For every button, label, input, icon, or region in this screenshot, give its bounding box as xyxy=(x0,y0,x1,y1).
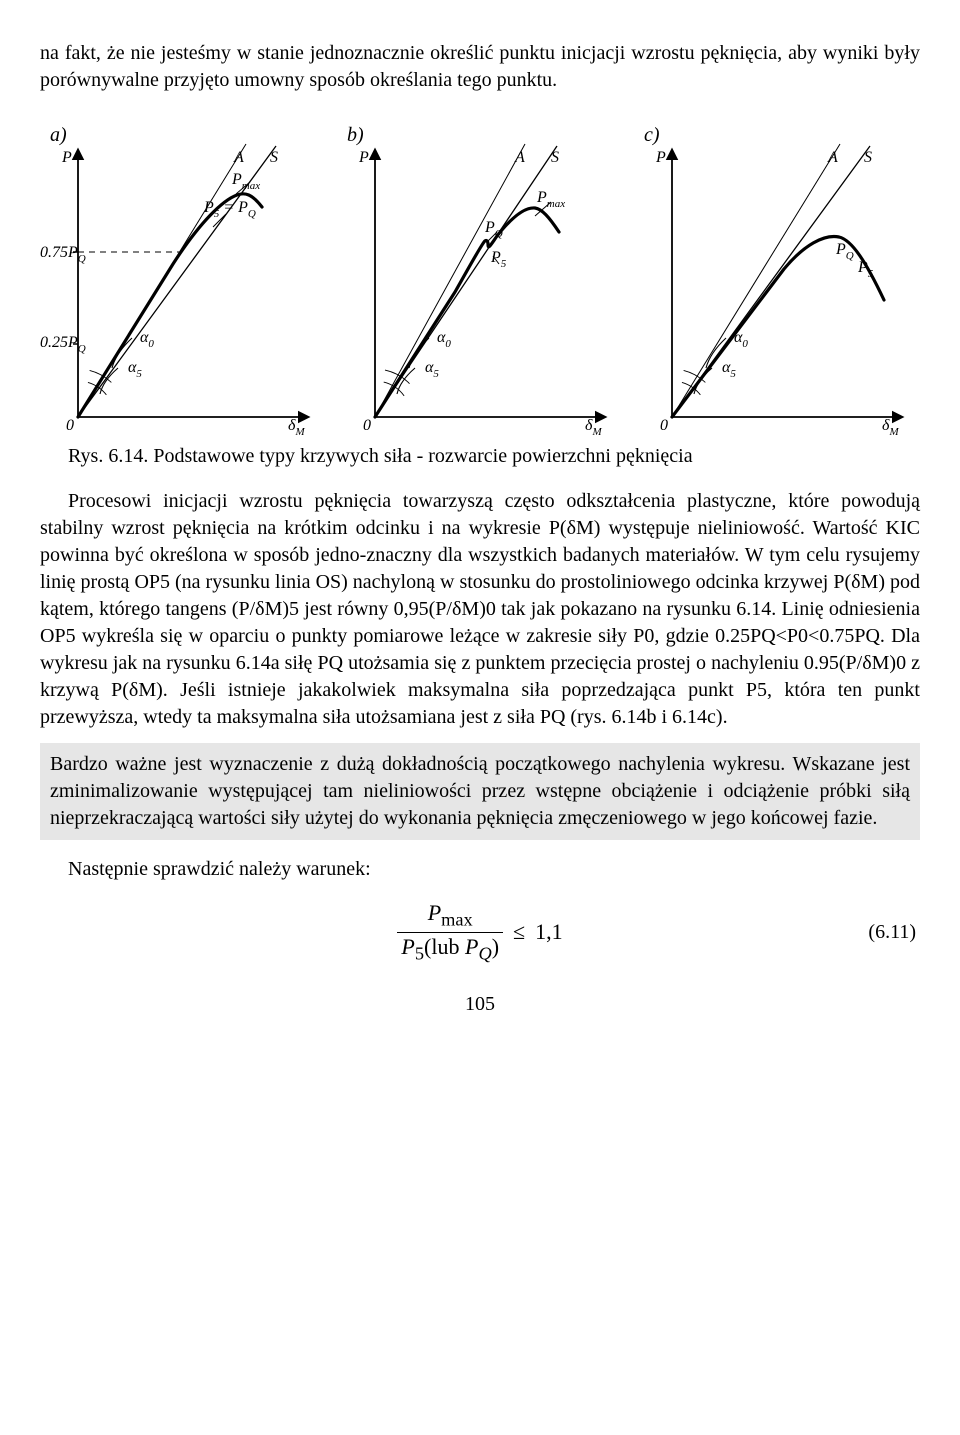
svg-text:S: S xyxy=(270,149,278,166)
svg-text:A: A xyxy=(233,149,244,166)
svg-text:0.75PQ: 0.75PQ xyxy=(40,244,86,265)
svg-text:P: P xyxy=(358,149,369,166)
intro-paragraph: na fakt, że nie jesteśmy w stanie jednoz… xyxy=(40,40,920,94)
equation-denominator: P5(lub PQ) xyxy=(397,932,503,964)
panel-c-svg: PASPQP5α0α50δM xyxy=(634,122,920,437)
svg-text:S: S xyxy=(551,149,559,166)
svg-text:δM: δM xyxy=(288,417,305,437)
figure-6-14: a) P A S Pmax P5 = PQ α0 α5 0 δM 0.75PQ 0.25PQ b) … xyxy=(40,122,920,470)
svg-text:α5: α5 xyxy=(425,359,439,380)
panel-label-a: a) xyxy=(50,122,67,149)
panel-label-b: b) xyxy=(347,122,364,149)
svg-text:P: P xyxy=(655,149,666,166)
svg-text:A: A xyxy=(514,149,525,166)
equation-6-11: Pmax P5(lub PQ) ≤ 1,1 (6.11) xyxy=(40,901,920,963)
equation-body: Pmax P5(lub PQ) ≤ 1,1 xyxy=(397,901,562,963)
svg-text:P: P xyxy=(61,149,72,166)
svg-text:S: S xyxy=(864,149,872,166)
svg-text:0: 0 xyxy=(660,417,668,434)
svg-text:α0: α0 xyxy=(437,329,451,350)
svg-text:PQ: PQ xyxy=(484,219,503,240)
svg-text:P5: P5 xyxy=(857,259,874,280)
figure-caption: Rys. 6.14. Podstawowe typy krzywych siła… xyxy=(40,443,920,470)
svg-text:Pmax: Pmax xyxy=(536,189,565,210)
equation-number: (6.11) xyxy=(868,919,916,946)
equation-rhs: 1,1 xyxy=(535,917,563,947)
equation-numerator: Pmax xyxy=(424,901,477,932)
body-paragraph-1: Procesowi inicjacji wzrostu pęknięcia to… xyxy=(40,488,920,731)
svg-text:0: 0 xyxy=(66,417,74,434)
svg-text:α5: α5 xyxy=(722,359,736,380)
svg-text:A: A xyxy=(827,149,838,166)
figure-panel-b: b) P A S Pmax PQ P5 α0 α5 0 δM xyxy=(337,122,623,437)
svg-text:α0: α0 xyxy=(140,329,154,350)
pre-equation-text: Następnie sprawdzić należy warunek: xyxy=(40,856,920,883)
figure-panel-a: a) PASPmaxP5 = PQα0α50δM0.75PQ0.25PQ xyxy=(40,122,326,437)
page-number: 105 xyxy=(40,991,920,1018)
svg-text:0.25PQ: 0.25PQ xyxy=(40,334,86,355)
figure-panel-row: a) P A S Pmax P5 = PQ α0 α5 0 δM 0.75PQ 0.25PQ b) … xyxy=(40,122,920,437)
highlighted-note-text: Bardzo ważne jest wyznaczenie z dużą dok… xyxy=(50,753,910,829)
svg-text:P5 = PQ: P5 = PQ xyxy=(203,199,256,220)
svg-text:δM: δM xyxy=(585,417,602,437)
svg-text:P5: P5 xyxy=(490,249,507,270)
panel-a-svg: PASPmaxP5 = PQα0α50δM0.75PQ0.25PQ xyxy=(40,122,326,437)
svg-text:δM: δM xyxy=(882,417,899,437)
equation-fraction: Pmax P5(lub PQ) xyxy=(397,901,503,963)
page: na fakt, że nie jesteśmy w stanie jednoz… xyxy=(0,0,960,1058)
panel-b-svg: P A S Pmax PQ P5 α0 α5 0 δM xyxy=(337,122,623,437)
svg-text:α0: α0 xyxy=(734,329,748,350)
panel-label-c: c) xyxy=(644,122,660,149)
equation-op: ≤ xyxy=(513,917,525,947)
svg-text:α5: α5 xyxy=(128,359,142,380)
highlighted-note: Bardzo ważne jest wyznaczenie z dużą dok… xyxy=(40,743,920,840)
figure-panel-c: c) PASPQP5α0α50δM xyxy=(634,122,920,437)
svg-text:0: 0 xyxy=(363,417,371,434)
